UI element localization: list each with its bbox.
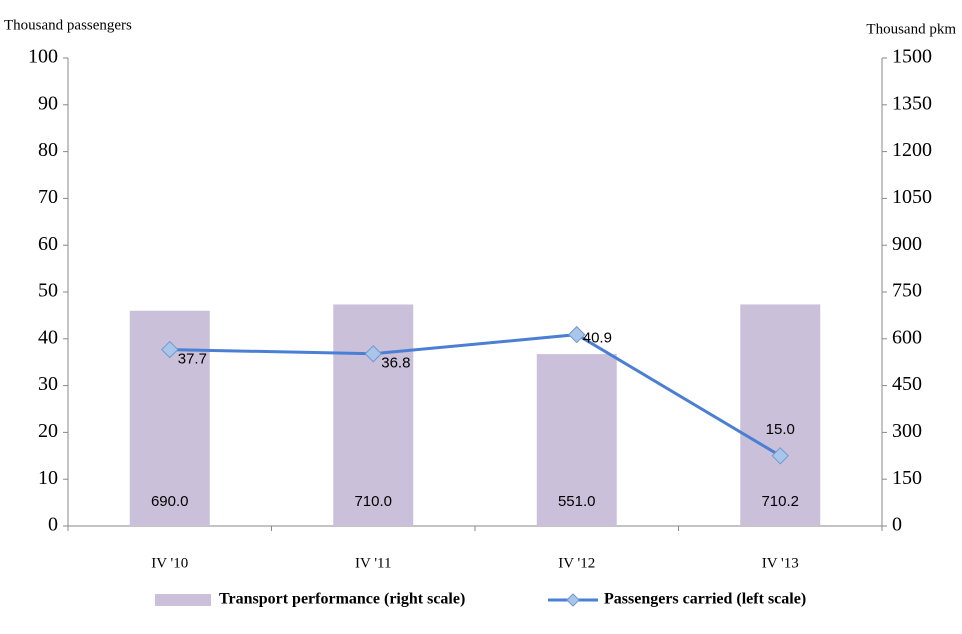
y2-tick-label: 600: [892, 326, 922, 348]
y2-tick-label: 1350: [892, 92, 932, 114]
y2-tick-label: 1500: [892, 46, 932, 68]
y2-tick-label: 150: [892, 467, 922, 489]
y-tick-label: 10: [38, 467, 58, 489]
x-tick-label: IV '12: [558, 555, 595, 571]
line: [169, 333, 782, 458]
line-marker: [771, 447, 789, 465]
line-value-label: 40.9: [583, 330, 612, 347]
y-tick-label: 0: [48, 514, 58, 536]
y2-tick-label: 750: [892, 280, 922, 302]
x-tick-label: IV '13: [762, 555, 799, 571]
legend-label: Passengers carried (left scale): [604, 591, 806, 608]
y-tick-label: 70: [38, 186, 58, 208]
legend-swatch: [155, 594, 211, 606]
y2-tick-label: 1200: [892, 139, 932, 161]
bar: [536, 354, 617, 526]
line-marker: [364, 345, 382, 363]
y-tick-label: 60: [38, 233, 58, 255]
y-tick-label: 80: [38, 139, 58, 161]
legend-label: Transport performance (right scale): [219, 591, 465, 608]
y-tick-label: 30: [38, 373, 58, 395]
bar: [333, 304, 414, 526]
y2-tick-label: 450: [892, 373, 922, 395]
y2-tick-label: 900: [892, 233, 922, 255]
y-tick-label: 90: [38, 92, 58, 114]
line-value-label: 36.8: [381, 355, 410, 372]
y-tick-label: 50: [38, 280, 58, 302]
line-value-label: 15.0: [766, 421, 795, 438]
bar: [740, 304, 821, 526]
bar-value-label: 690.0: [151, 493, 189, 510]
y-tick-label: 40: [38, 326, 58, 348]
y2-tick-label: 1050: [892, 186, 932, 208]
x-tick-label: IV '10: [151, 555, 188, 571]
y2-axis-label: Thousand pkm: [866, 21, 956, 37]
y-axis-label: Thousand passengers: [4, 17, 132, 33]
line-value-label: 37.7: [178, 351, 207, 368]
bar-value-label: 710.0: [354, 493, 392, 510]
y-tick-label: 100: [28, 46, 58, 68]
line-marker: [161, 340, 179, 359]
legend-marker: [566, 593, 580, 607]
y-tick-label: 20: [38, 420, 58, 442]
y2-tick-label: 300: [892, 420, 922, 442]
line-marker: [568, 325, 586, 344]
bar-value-label: 551.0: [558, 493, 596, 510]
x-tick-label: IV '11: [355, 555, 391, 571]
bar-value-label: 710.2: [761, 493, 799, 510]
y2-tick-label: 0: [892, 514, 902, 536]
